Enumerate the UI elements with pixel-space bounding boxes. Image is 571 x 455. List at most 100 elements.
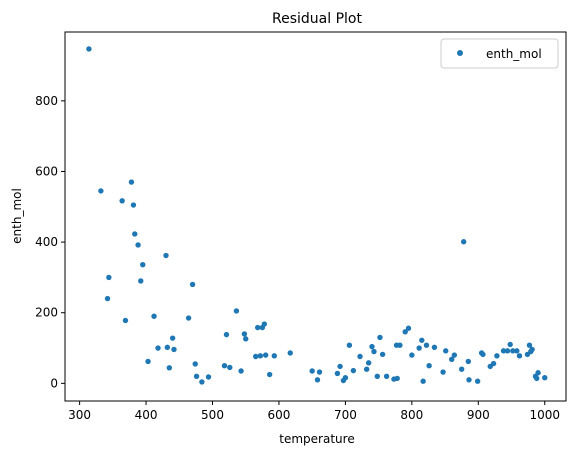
scatter-point [106,274,112,281]
scatter-point [379,351,386,358]
scatter-point [419,337,425,343]
scatter-point [480,351,486,358]
scatter-point [423,342,430,348]
legend-box [440,38,559,69]
x-tick-label: 600 [268,408,291,422]
y-tick-label: 0 [50,376,58,390]
scatter-point [514,348,520,354]
chart-title: Residual Plot [272,11,362,27]
legend-marker [457,50,463,56]
x-axis-label: temperature [279,432,354,446]
scatter-point [227,364,233,371]
scatter-point [529,346,535,353]
scatter-point [266,371,273,378]
scatter-point [261,321,268,327]
scatter-point [357,353,363,360]
scatter-point [342,374,349,381]
scatter-point [394,375,400,382]
scatter-point [534,375,540,382]
scatter-point [192,361,198,367]
scatter-point [507,341,513,348]
scatter-point [490,360,497,367]
scatter-point [504,348,511,354]
scatter-point [426,362,432,369]
scatter-point [163,252,169,259]
scatter-point [458,366,465,372]
scatter-point [151,313,157,319]
scatter-point [138,278,144,284]
scatter-point [466,377,472,383]
y-tick-label: 800 [35,94,58,108]
x-axis-ticks: 300 400 500 600 700 800 900 1000 [68,401,560,422]
scatter-point [350,367,357,374]
scatter-point [155,345,161,351]
scatter-point [257,353,264,359]
scatter-point [243,336,249,342]
scatter-point [223,331,230,338]
x-tick-label: 900 [467,408,490,422]
scatter-point [271,353,277,359]
scatter-point [494,353,500,359]
scatter-point [241,331,248,337]
plot-frame [64,31,567,402]
y-tick-label: 200 [35,306,58,320]
scatter-point [371,348,377,355]
scatter-point [221,362,228,369]
scatter-point [374,373,380,379]
scatter-point [409,352,415,358]
scatter-point [334,370,341,377]
scatter-point [145,358,151,365]
scatter-point [86,46,92,52]
scatter-point [262,352,269,358]
scatter-point [233,308,240,314]
scatter-point [119,198,125,204]
scatter-point [397,342,403,348]
scatter-point [443,348,449,354]
scatter-point [309,368,315,374]
x-tick-label: 800 [400,408,423,422]
scatter-point [287,350,293,356]
scatter-point [199,379,205,385]
x-tick-label: 400 [135,408,158,422]
scatter-point [130,202,137,208]
scatter-point [460,239,467,245]
scatter-point [140,262,146,268]
scatter-point [185,315,192,321]
scatter-point [383,373,390,379]
scatter-point [363,366,370,372]
scatter-point [171,346,177,353]
scatter-point [542,374,548,381]
legend-label: enth_mol [486,47,542,61]
scatter-point [238,368,244,374]
scatter-point [526,342,533,348]
scatter-point [516,353,523,359]
scatter-point [377,334,383,341]
y-axis-label: enth_mol [10,188,24,244]
scatter-point [205,374,212,380]
legend: enth_mol [440,38,559,69]
x-tick-label: 300 [68,408,91,422]
scatter-point [253,353,259,360]
scatter-point [474,378,481,384]
scatter-point [135,242,141,248]
x-tick-label: 700 [334,408,357,422]
scatter-point [132,231,138,237]
scatter-point [510,348,516,354]
scatter-point [449,356,455,363]
scatter-point [440,369,446,375]
scatter-point [402,329,408,335]
scatter-point [500,348,507,354]
scatter-point [405,325,412,331]
scatter-point [193,373,200,379]
scatter-point [365,360,372,366]
scatter-point [122,317,129,324]
x-tick-label: 500 [201,408,224,422]
y-tick-label: 400 [35,235,58,249]
scatter-point [254,324,261,331]
scatter-point [535,370,541,376]
scatter-point [104,295,111,302]
scatter-point [98,188,104,194]
y-tick-label: 600 [35,164,58,178]
scatter-point [465,358,472,365]
